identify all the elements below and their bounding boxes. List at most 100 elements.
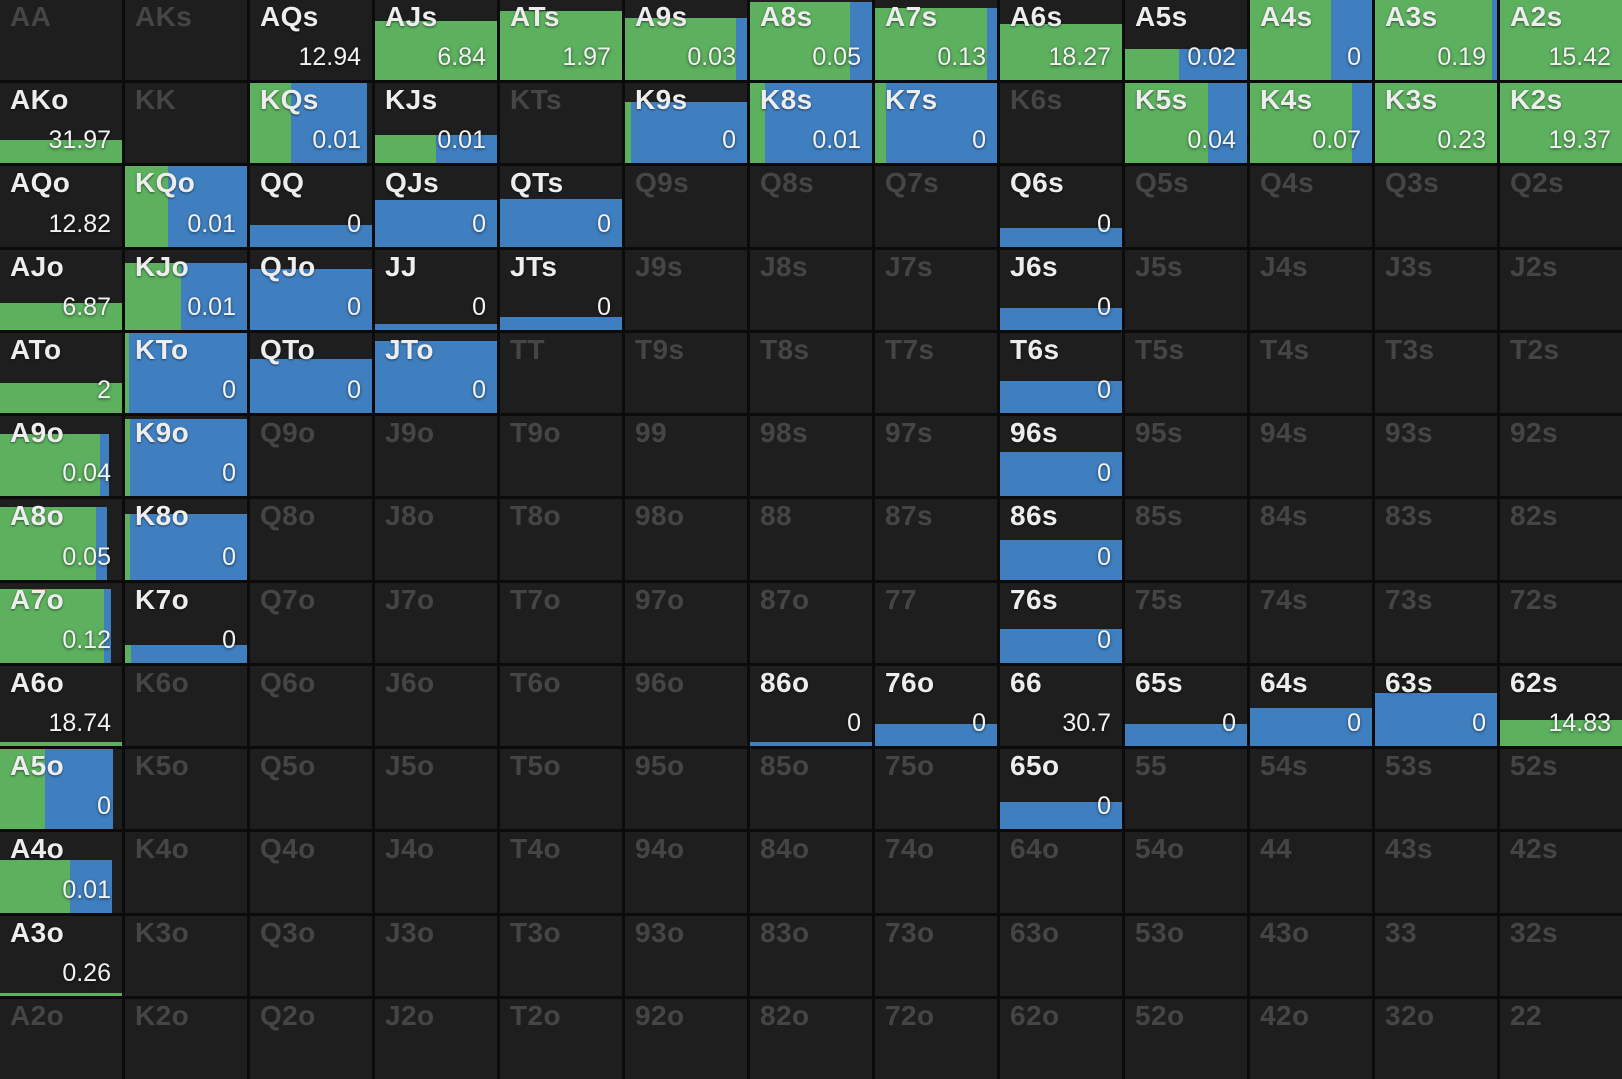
cell-93s[interactable]: 93s [1375,416,1497,497]
cell-A4s[interactable]: A4s 0 [1250,0,1372,81]
cell-75s[interactable]: 75s [1125,582,1247,663]
cell-Q4s[interactable]: Q4s [1250,166,1372,247]
cell-32o[interactable]: 32o [1375,998,1497,1079]
cell-32s[interactable]: 32s [1500,915,1622,996]
cell-66[interactable]: 66 30.7 [1000,665,1122,747]
cell-T6s[interactable]: T6s 0 [1000,332,1122,414]
cell-97o[interactable]: 97o [625,582,747,663]
cell-43o[interactable]: 43o [1250,915,1372,996]
cell-K9s[interactable]: K9s 0 [625,83,747,164]
cell-62o[interactable]: 62o [1000,998,1122,1079]
cell-T5o[interactable]: T5o [500,749,622,830]
cell-T7s[interactable]: T7s [875,332,997,414]
cell-Q7s[interactable]: Q7s [875,166,997,247]
cell-QJs[interactable]: QJs 0 [375,166,497,247]
cell-Q3o[interactable]: Q3o [250,915,372,996]
cell-Q2o[interactable]: Q2o [250,998,372,1079]
cell-T5s[interactable]: T5s [1125,332,1247,414]
cell-A8o[interactable]: A8o 0.05 [0,499,122,580]
cell-K8s[interactable]: K8s 0.01 [750,83,872,164]
cell-K2o[interactable]: K2o [125,998,247,1079]
cell-33[interactable]: 33 [1375,915,1497,996]
cell-T9o[interactable]: T9o [500,416,622,497]
cell-84o[interactable]: 84o [750,832,872,913]
cell-J3s[interactable]: J3s [1375,249,1497,330]
cell-K5o[interactable]: K5o [125,749,247,830]
cell-22[interactable]: 22 [1500,998,1622,1079]
cell-A7o[interactable]: A7o 0.12 [0,582,122,663]
cell-83s[interactable]: 83s [1375,499,1497,580]
cell-J9s[interactable]: J9s [625,249,747,330]
cell-T8o[interactable]: T8o [500,499,622,580]
cell-85s[interactable]: 85s [1125,499,1247,580]
cell-Q8s[interactable]: Q8s [750,166,872,247]
cell-52s[interactable]: 52s [1500,749,1622,830]
cell-JJ[interactable]: JJ 0 [375,249,497,330]
cell-T9s[interactable]: T9s [625,332,747,414]
cell-A3s[interactable]: A3s 0.19 [1375,0,1497,81]
cell-53o[interactable]: 53o [1125,915,1247,996]
cell-J7o[interactable]: J7o [375,582,497,663]
cell-86s[interactable]: 86s 0 [1000,499,1122,580]
cell-A4o[interactable]: A4o 0.01 [0,832,122,913]
cell-94s[interactable]: 94s [1250,416,1372,497]
cell-J5s[interactable]: J5s [1125,249,1247,330]
cell-K3o[interactable]: K3o [125,915,247,996]
cell-95o[interactable]: 95o [625,749,747,830]
cell-J5o[interactable]: J5o [375,749,497,830]
cell-KQo[interactable]: KQo 0.01 [125,166,247,247]
cell-J9o[interactable]: J9o [375,416,497,497]
cell-83o[interactable]: 83o [750,915,872,996]
cell-64o[interactable]: 64o [1000,832,1122,913]
cell-TT[interactable]: TT [500,332,622,414]
cell-42o[interactable]: 42o [1250,998,1372,1079]
cell-AJs[interactable]: AJs 6.84 [375,0,497,81]
cell-52o[interactable]: 52o [1125,998,1247,1079]
cell-KK[interactable]: KK [125,83,247,164]
cell-T2s[interactable]: T2s [1500,332,1622,414]
cell-73s[interactable]: 73s [1375,582,1497,663]
cell-99[interactable]: 99 [625,416,747,497]
cell-62s[interactable]: 62s 14.83 [1500,665,1622,747]
cell-42s[interactable]: 42s [1500,832,1622,913]
cell-AKs[interactable]: AKs [125,0,247,81]
cell-QTs[interactable]: QTs 0 [500,166,622,247]
cell-T4o[interactable]: T4o [500,832,622,913]
cell-QJo[interactable]: QJo 0 [250,249,372,330]
cell-T3s[interactable]: T3s [1375,332,1497,414]
cell-AKo[interactable]: AKo 31.97 [0,83,122,164]
cell-AJo[interactable]: AJo 6.87 [0,249,122,330]
cell-A8s[interactable]: A8s 0.05 [750,0,872,81]
cell-ATo[interactable]: ATo 2 [0,332,122,414]
cell-A2s[interactable]: A2s 15.42 [1500,0,1622,81]
cell-86o[interactable]: 86o 0 [750,665,872,747]
cell-K8o[interactable]: K8o 0 [125,499,247,580]
cell-73o[interactable]: 73o [875,915,997,996]
cell-J4o[interactable]: J4o [375,832,497,913]
cell-85o[interactable]: 85o [750,749,872,830]
cell-94o[interactable]: 94o [625,832,747,913]
cell-Q6s[interactable]: Q6s 0 [1000,166,1122,247]
cell-J3o[interactable]: J3o [375,915,497,996]
cell-KTo[interactable]: KTo 0 [125,332,247,414]
cell-K2s[interactable]: K2s 19.37 [1500,83,1622,164]
cell-T7o[interactable]: T7o [500,582,622,663]
cell-63o[interactable]: 63o [1000,915,1122,996]
cell-A7s[interactable]: A7s 0.13 [875,0,997,81]
cell-J4s[interactable]: J4s [1250,249,1372,330]
cell-J8s[interactable]: J8s [750,249,872,330]
cell-54o[interactable]: 54o [1125,832,1247,913]
cell-97s[interactable]: 97s [875,416,997,497]
cell-A6o[interactable]: A6o 18.74 [0,665,122,747]
cell-93o[interactable]: 93o [625,915,747,996]
cell-A3o[interactable]: A3o 0.26 [0,915,122,996]
cell-Q5o[interactable]: Q5o [250,749,372,830]
cell-76o[interactable]: 76o 0 [875,665,997,747]
cell-Q9s[interactable]: Q9s [625,166,747,247]
cell-K6o[interactable]: K6o [125,665,247,747]
cell-T2o[interactable]: T2o [500,998,622,1079]
cell-QQ[interactable]: QQ 0 [250,166,372,247]
cell-43s[interactable]: 43s [1375,832,1497,913]
cell-92s[interactable]: 92s [1500,416,1622,497]
cell-K4s[interactable]: K4s 0.07 [1250,83,1372,164]
